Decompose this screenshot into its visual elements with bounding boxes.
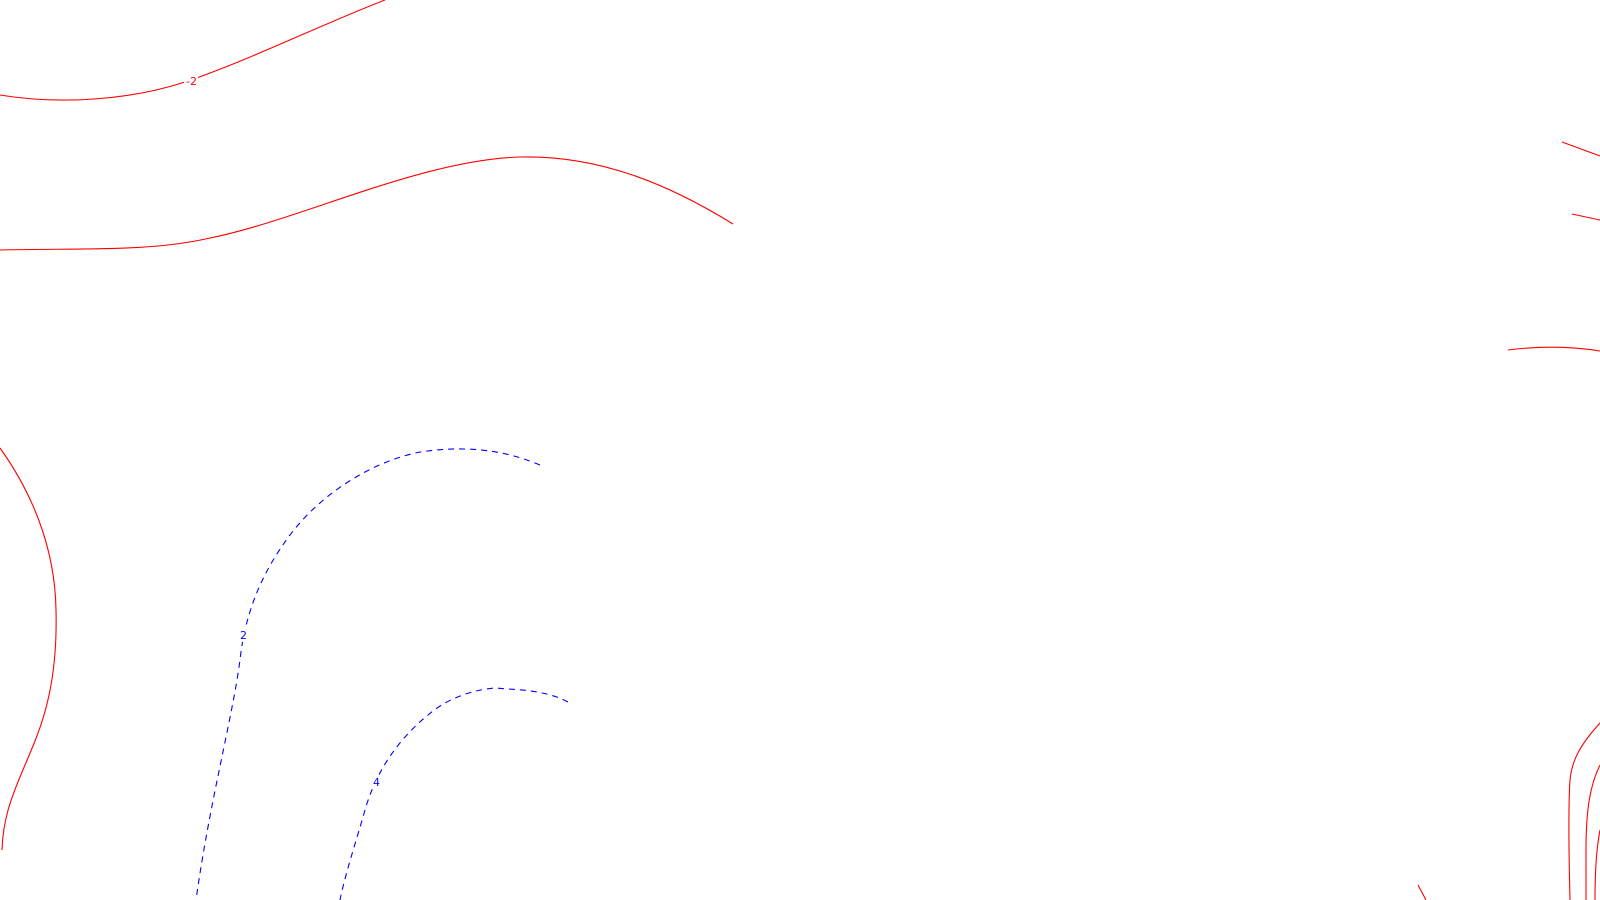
red-contour-bottom-right-c [1594, 829, 1600, 900]
red-contour-left-arc [0, 447, 57, 851]
red-contour-upper-wave [0, 156, 734, 251]
blue-contour-inner [195, 448, 541, 900]
contour-label-red-top: -2 [186, 75, 197, 88]
red-contour-right-2 [1571, 213, 1600, 221]
blue-contour-outer [339, 687, 569, 900]
red-contour-bottom-tick [1417, 884, 1427, 900]
label-bg-red [184, 74, 198, 88]
label-bg-blue-inner [238, 628, 248, 642]
red-contour-bottom-right-a [1568, 722, 1600, 900]
red-contour-right-3 [1507, 346, 1600, 352]
red-contour-right-1 [1561, 141, 1600, 157]
label-bg-blue-outer [371, 775, 381, 789]
red-contour-bottom-right-b [1585, 764, 1600, 900]
contour-label-blue-outer: 4 [373, 776, 380, 789]
contour-label-blue-inner: 2 [240, 629, 247, 642]
